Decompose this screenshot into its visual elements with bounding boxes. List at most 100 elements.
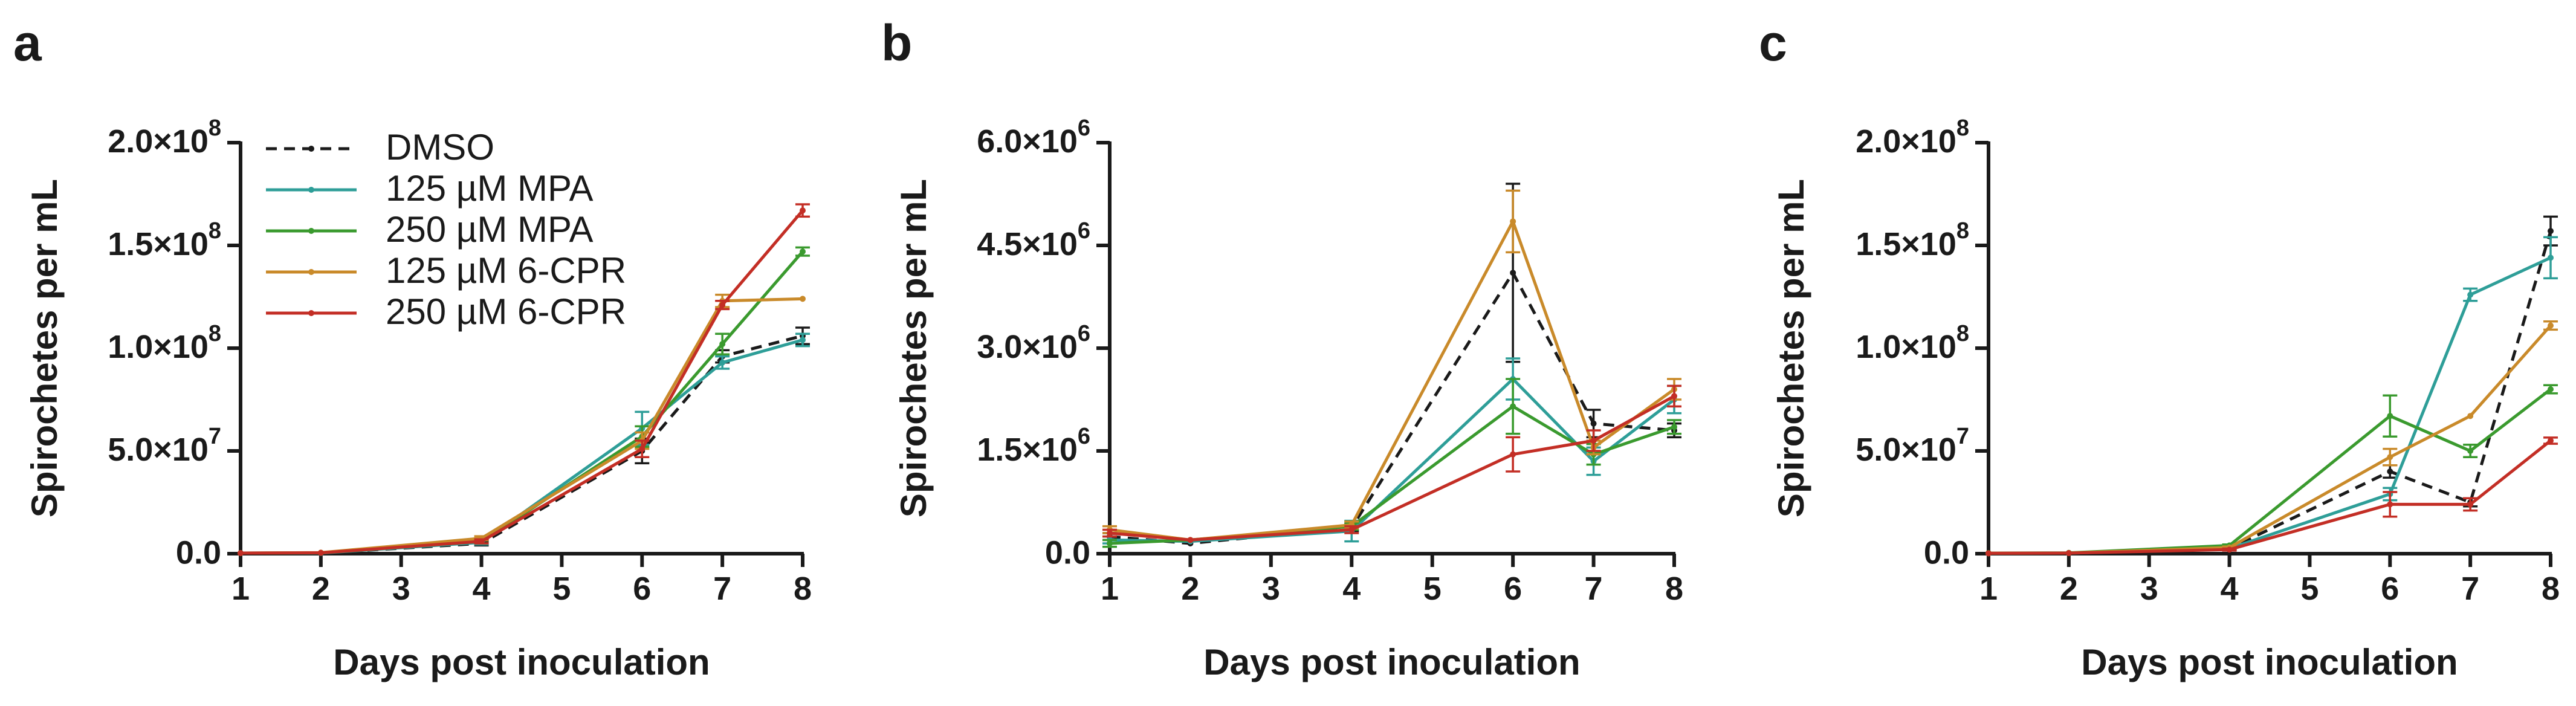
data-point	[2065, 549, 2072, 556]
x-tick-label: 1	[231, 571, 250, 607]
data-point	[2548, 438, 2554, 444]
data-point	[2548, 254, 2554, 261]
data-point	[2548, 228, 2554, 235]
data-point	[478, 538, 485, 545]
y-axis-title: Spirochetes per mL	[893, 179, 934, 517]
y-tick-label: 1.5×108	[108, 218, 221, 262]
series-line	[1988, 439, 2552, 555]
y-axis-title: Spirochetes per mL	[1771, 179, 1811, 517]
data-point	[1510, 451, 1516, 458]
series-5	[1102, 384, 1681, 543]
legend-marker	[308, 269, 314, 275]
series-5	[1985, 436, 2558, 557]
x-tick-label: 4	[1342, 571, 1361, 607]
series-line	[241, 338, 803, 555]
legend-marker	[308, 310, 314, 316]
data-point	[2387, 501, 2393, 508]
legend-marker	[308, 187, 314, 193]
series-line	[1109, 271, 1675, 545]
data-point	[800, 296, 806, 302]
data-point	[1590, 438, 1597, 444]
data-point	[800, 248, 806, 255]
series-line	[1988, 388, 2552, 555]
series-line	[1109, 377, 1675, 543]
legend-label: 250 µM MPA	[386, 209, 594, 250]
y-tick-label: 1.5×106	[977, 424, 1090, 468]
x-axis-title: Days post inoculation	[2081, 642, 2458, 682]
series-3	[1102, 378, 1681, 548]
legend-label: DMSO	[386, 127, 494, 167]
y-tick-label: 4.5×106	[977, 218, 1090, 262]
data-point	[2226, 546, 2233, 553]
x-tick-label: 7	[713, 571, 731, 607]
x-tick-label: 3	[2140, 571, 2158, 607]
y-tick-label: 2.0×108	[108, 115, 221, 160]
x-tick-label: 3	[1262, 571, 1280, 607]
series-4	[1985, 320, 2558, 557]
series-2	[1985, 236, 2558, 557]
x-tick-label: 6	[1504, 571, 1522, 607]
legend-label: 250 µM 6-CPR	[386, 291, 626, 332]
data-point	[2548, 386, 2554, 392]
series-4	[1102, 189, 1681, 543]
data-point	[1510, 218, 1516, 225]
data-point	[238, 549, 244, 556]
series-line	[1109, 404, 1675, 545]
series-line	[240, 297, 803, 555]
y-tick-label: 2.0×108	[1856, 115, 1969, 160]
x-tick-label: 3	[392, 571, 410, 607]
data-point	[1187, 537, 1194, 543]
data-point	[1671, 393, 1677, 400]
data-point	[719, 359, 726, 366]
data-point	[2548, 322, 2554, 329]
x-tick-label: 2	[2060, 571, 2078, 607]
panel-letter: b	[881, 15, 912, 71]
y-tick-label: 1.0×108	[1856, 321, 1969, 365]
x-tick-label: 5	[2300, 571, 2319, 607]
y-tick-label: 5.0×107	[108, 424, 221, 468]
x-tick-label: 1	[1979, 571, 1998, 607]
data-point	[2387, 454, 2393, 461]
data-point	[800, 207, 806, 214]
data-point	[1510, 403, 1516, 410]
panel-c: c 0.0 5.0×107 1.0×108 1.5×108 2.0×108 1 2 3 4 5 6 7 8…	[1759, 15, 2560, 682]
x-tick-label: 7	[2461, 571, 2479, 607]
panel-b: b 0.0 1.5×106 3.0×106 4.5×106 6.0×106 1 2 3 4 5 6 7 8…	[881, 15, 1683, 682]
legend-label: 125 µM MPA	[386, 168, 594, 209]
data-point	[2387, 413, 2393, 419]
x-tick-label: 8	[2542, 571, 2560, 607]
data-point	[1590, 420, 1597, 427]
series-line	[240, 334, 803, 555]
y-tick-label: 5.0×107	[1856, 424, 1969, 468]
x-tick-label: 2	[312, 571, 330, 607]
panel-letter: c	[1759, 15, 1787, 71]
y-tick-label: 0.0	[176, 534, 221, 571]
data-point	[719, 302, 726, 308]
x-tick-label: 5	[1423, 571, 1442, 607]
data-point	[639, 445, 646, 452]
y-tick-label: 0.0	[1924, 534, 1969, 571]
data-point	[317, 549, 324, 556]
x-tick-label: 8	[1665, 571, 1683, 607]
x-tick-label: 8	[794, 571, 812, 607]
x-tick-label: 4	[2221, 571, 2239, 607]
series-line	[1109, 395, 1675, 542]
x-tick-label: 1	[1101, 571, 1119, 607]
x-tick-label: 7	[1585, 571, 1603, 607]
series-5	[238, 203, 810, 556]
series-line	[1988, 324, 2552, 555]
series-3	[1985, 384, 2558, 556]
series-line	[1988, 256, 2552, 555]
data-point	[2467, 501, 2474, 508]
y-tick-label: 1.5×108	[1856, 218, 1969, 262]
data-point	[1107, 540, 1113, 546]
panel-a: a 0.0 5.0×107 1.0×108 1.5×108 2.0×108 1 2 3 4 5 6 7 8…	[13, 15, 812, 682]
y-tick-label: 6.0×106	[977, 115, 1090, 160]
y-tick-label: 0.0	[1045, 534, 1090, 571]
data-point	[1671, 424, 1677, 430]
x-tick-label: 2	[1181, 571, 1199, 607]
x-tick-label: 4	[473, 571, 491, 607]
series-line	[1988, 230, 2552, 555]
legend-marker	[308, 228, 314, 234]
